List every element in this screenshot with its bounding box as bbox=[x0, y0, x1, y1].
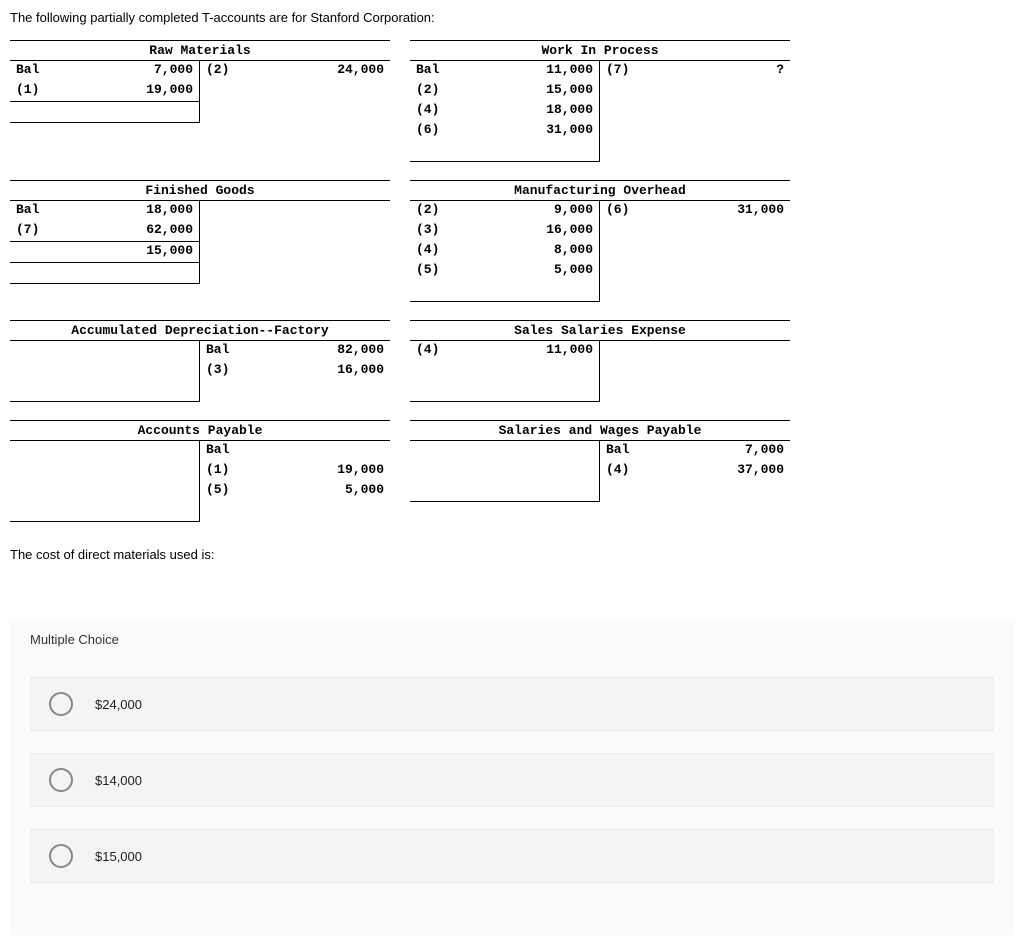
mc-label: $14,000 bbox=[95, 773, 142, 788]
row-val: 7,000 bbox=[66, 62, 193, 80]
row-val: 18,000 bbox=[466, 102, 593, 120]
radio-icon[interactable] bbox=[49, 844, 73, 868]
radio-icon[interactable] bbox=[49, 768, 73, 792]
mc-title: Multiple Choice bbox=[30, 632, 994, 647]
row-label: (4) bbox=[606, 462, 656, 480]
row-label: (4) bbox=[416, 102, 466, 120]
t-account-sse: Sales Salaries Expense (4)11,000 bbox=[410, 320, 790, 402]
row-val: 11,000 bbox=[466, 342, 593, 360]
mc-label: $24,000 bbox=[95, 697, 142, 712]
row-label: Bal bbox=[206, 342, 256, 360]
t-account-ap: Accounts Payable Bal (1)19,000 (5)5,000 bbox=[10, 420, 390, 522]
row-label: (6) bbox=[606, 202, 656, 220]
row-val bbox=[256, 442, 384, 460]
row-label: (3) bbox=[416, 222, 466, 240]
row-label: (2) bbox=[206, 62, 256, 80]
row-val: 24,000 bbox=[256, 62, 384, 80]
t-title: Salaries and Wages Payable bbox=[410, 420, 790, 441]
row-label: (3) bbox=[206, 362, 256, 380]
row-label: Bal bbox=[206, 442, 256, 460]
row-val: 19,000 bbox=[256, 462, 384, 480]
t-title: Manufacturing Overhead bbox=[410, 180, 790, 201]
t-title: Accumulated Depreciation--Factory bbox=[10, 320, 390, 341]
row-label: Bal bbox=[416, 62, 466, 80]
question-text: The cost of direct materials used is: bbox=[10, 547, 1014, 562]
row-label: Bal bbox=[606, 442, 656, 460]
row-val: 31,000 bbox=[466, 122, 593, 140]
row-val: 31,000 bbox=[656, 202, 784, 220]
t-account-wip: Work In Process Bal11,000 (2)15,000 (4)1… bbox=[410, 40, 790, 162]
mc-label: $15,000 bbox=[95, 849, 142, 864]
row-label: Bal bbox=[16, 202, 66, 220]
row-val: ? bbox=[656, 62, 784, 80]
row-label: (2) bbox=[416, 202, 466, 220]
t-account-swp: Salaries and Wages Payable Bal7,000 (4)3… bbox=[410, 420, 790, 522]
mc-option[interactable]: $15,000 bbox=[30, 829, 994, 883]
intro-text: The following partially completed T-acco… bbox=[10, 10, 1014, 25]
mc-option[interactable]: $14,000 bbox=[30, 753, 994, 807]
row-val: 5,000 bbox=[256, 482, 384, 500]
t-account-raw-materials: Raw Materials Bal7,000 (1)19,000 (2)24,0… bbox=[10, 40, 390, 162]
row-label: (1) bbox=[16, 82, 66, 100]
row-label: (7) bbox=[16, 222, 66, 240]
row-val: 5,000 bbox=[466, 262, 593, 280]
row-val: 7,000 bbox=[656, 442, 784, 460]
t-title: Raw Materials bbox=[10, 40, 390, 61]
row-label: (6) bbox=[416, 122, 466, 140]
row-val: 37,000 bbox=[656, 462, 784, 480]
row-label: (5) bbox=[416, 262, 466, 280]
row-label: (4) bbox=[416, 242, 466, 260]
t-title: Accounts Payable bbox=[10, 420, 390, 441]
t-account-fg: Finished Goods Bal18,000 (7)62,000 15,00… bbox=[10, 180, 390, 302]
row-val: 9,000 bbox=[466, 202, 593, 220]
row-val: 8,000 bbox=[466, 242, 593, 260]
multiple-choice-section: Multiple Choice $24,000 $14,000 $15,000 bbox=[10, 622, 1014, 935]
t-title: Finished Goods bbox=[10, 180, 390, 201]
t-account-moh: Manufacturing Overhead (2)9,000 (3)16,00… bbox=[410, 180, 790, 302]
row-label: (5) bbox=[206, 482, 256, 500]
row-label: (1) bbox=[206, 462, 256, 480]
row-label: (7) bbox=[606, 62, 656, 80]
row-val: 62,000 bbox=[66, 222, 193, 240]
row-val: 11,000 bbox=[466, 62, 593, 80]
row-val: 18,000 bbox=[66, 202, 193, 220]
row-val: 15,000 bbox=[66, 243, 193, 261]
row-label: (4) bbox=[416, 342, 466, 360]
mc-option[interactable]: $24,000 bbox=[30, 677, 994, 731]
row-val: 15,000 bbox=[466, 82, 593, 100]
t-title: Work In Process bbox=[410, 40, 790, 61]
row-val: 82,000 bbox=[256, 342, 384, 360]
row-val: 19,000 bbox=[66, 82, 193, 100]
row-val: 16,000 bbox=[256, 362, 384, 380]
row-val: 16,000 bbox=[466, 222, 593, 240]
t-accounts-grid: Raw Materials Bal7,000 (1)19,000 (2)24,0… bbox=[10, 40, 1014, 522]
t-title: Sales Salaries Expense bbox=[410, 320, 790, 341]
t-account-accdep: Accumulated Depreciation--Factory Bal82,… bbox=[10, 320, 390, 402]
row-label bbox=[16, 243, 66, 261]
radio-icon[interactable] bbox=[49, 692, 73, 716]
row-label: Bal bbox=[16, 62, 66, 80]
row-label: (2) bbox=[416, 82, 466, 100]
